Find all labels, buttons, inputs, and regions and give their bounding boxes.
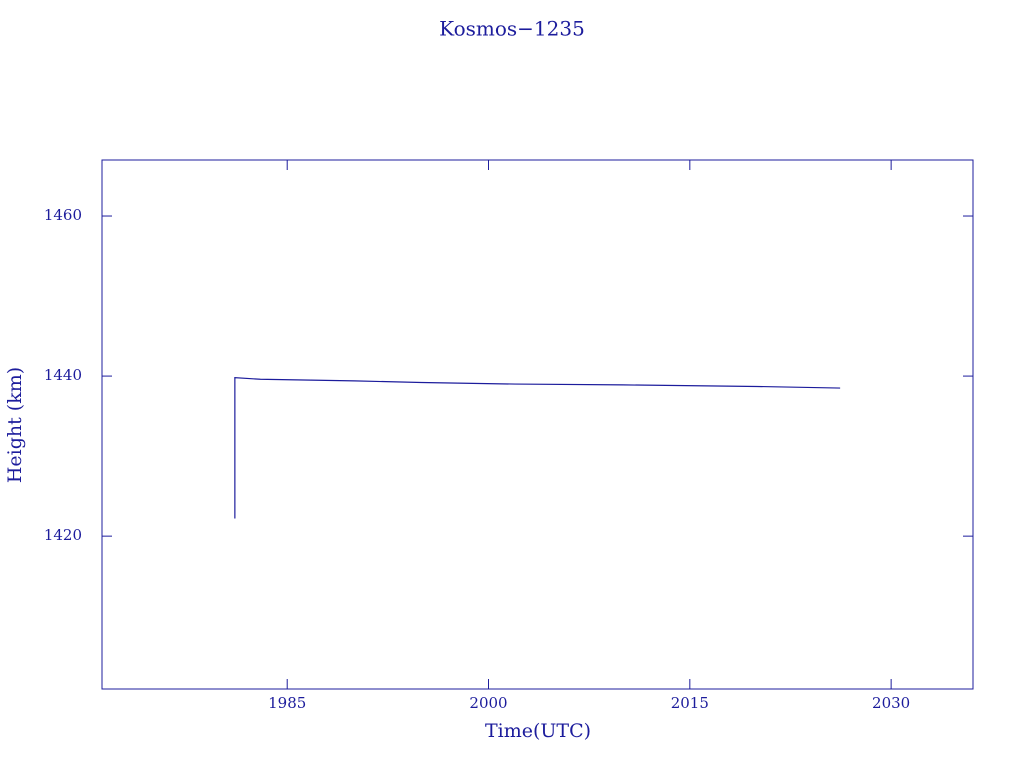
data-line xyxy=(234,377,841,519)
y-tick-label: 1460 xyxy=(44,206,82,224)
x-tick-label: 1985 xyxy=(268,694,306,712)
y-tick-label: 1440 xyxy=(44,366,82,384)
x-tick-label: 2030 xyxy=(872,694,910,712)
x-tick-label: 2000 xyxy=(469,694,507,712)
plot-frame xyxy=(101,159,974,690)
x-axis-label: Time(UTC) xyxy=(485,720,591,742)
y-axis-label: Height (km) xyxy=(4,367,26,483)
x-tick-label: 2015 xyxy=(671,694,709,712)
chart-title: Kosmos−1235 xyxy=(439,17,585,41)
y-tick-label: 1420 xyxy=(44,526,82,544)
